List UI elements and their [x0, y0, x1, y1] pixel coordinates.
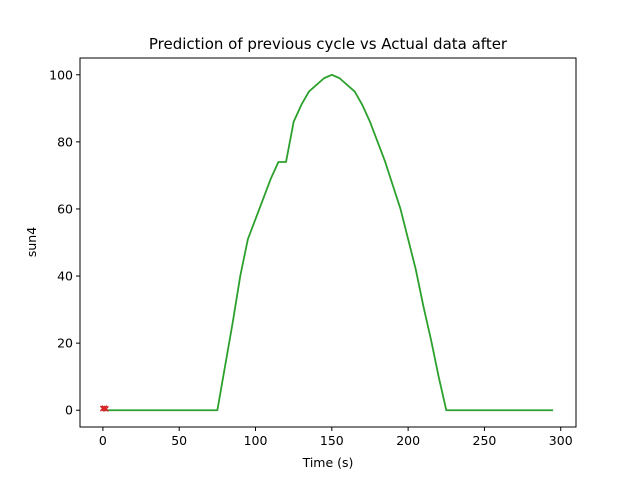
x-tick-label: 300 — [549, 433, 573, 448]
y-tick-label: 60 — [57, 201, 73, 216]
y-axis-label: sun4 — [24, 227, 39, 257]
x-tick-label: 50 — [171, 433, 187, 448]
series-line — [102, 73, 554, 412]
series-marker-x — [102, 405, 109, 412]
y-axis-ticks: 0 20 40 60 80 100 — [49, 67, 80, 418]
x-axis-label: Time (s) — [302, 455, 354, 470]
x-tick-label: 200 — [396, 433, 420, 448]
x-tick-label: 250 — [473, 433, 497, 448]
x-axis-ticks: 0 50 100 150 200 250 300 — [99, 427, 573, 448]
series-group — [99, 73, 554, 412]
y-tick-label: 40 — [57, 269, 73, 284]
y-tick-label: 0 — [65, 403, 73, 418]
x-tick-label: 0 — [99, 433, 107, 448]
chart-title: Prediction of previous cycle vs Actual d… — [149, 35, 508, 53]
y-tick-label: 80 — [57, 134, 73, 149]
y-tick-label: 20 — [57, 336, 73, 351]
x-tick-label: 150 — [320, 433, 344, 448]
plot-area-frame — [79, 57, 577, 428]
y-tick-label: 100 — [49, 67, 73, 82]
x-tick-label: 100 — [244, 433, 268, 448]
